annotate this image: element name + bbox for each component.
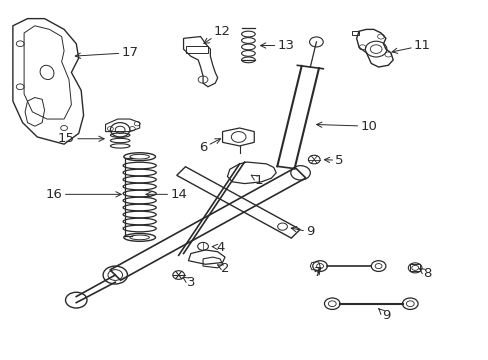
Text: 5: 5: [324, 154, 343, 167]
Text: 1: 1: [251, 174, 263, 186]
Text: 15: 15: [58, 132, 104, 145]
Text: 13: 13: [260, 39, 294, 52]
Text: 7: 7: [313, 266, 321, 279]
Text: 10: 10: [316, 120, 377, 133]
Text: 16: 16: [46, 188, 121, 201]
Text: 6: 6: [199, 139, 220, 154]
Text: 9: 9: [378, 309, 389, 322]
Text: 2: 2: [217, 262, 229, 275]
Text: 11: 11: [391, 39, 430, 53]
Text: 8: 8: [419, 267, 430, 280]
Text: 3: 3: [183, 276, 195, 289]
Text: 12: 12: [203, 25, 231, 44]
Text: 9: 9: [290, 225, 314, 238]
Text: 14: 14: [145, 188, 187, 201]
Text: 4: 4: [212, 240, 224, 253]
Text: 17: 17: [75, 46, 138, 59]
Bar: [185, 45, 207, 53]
